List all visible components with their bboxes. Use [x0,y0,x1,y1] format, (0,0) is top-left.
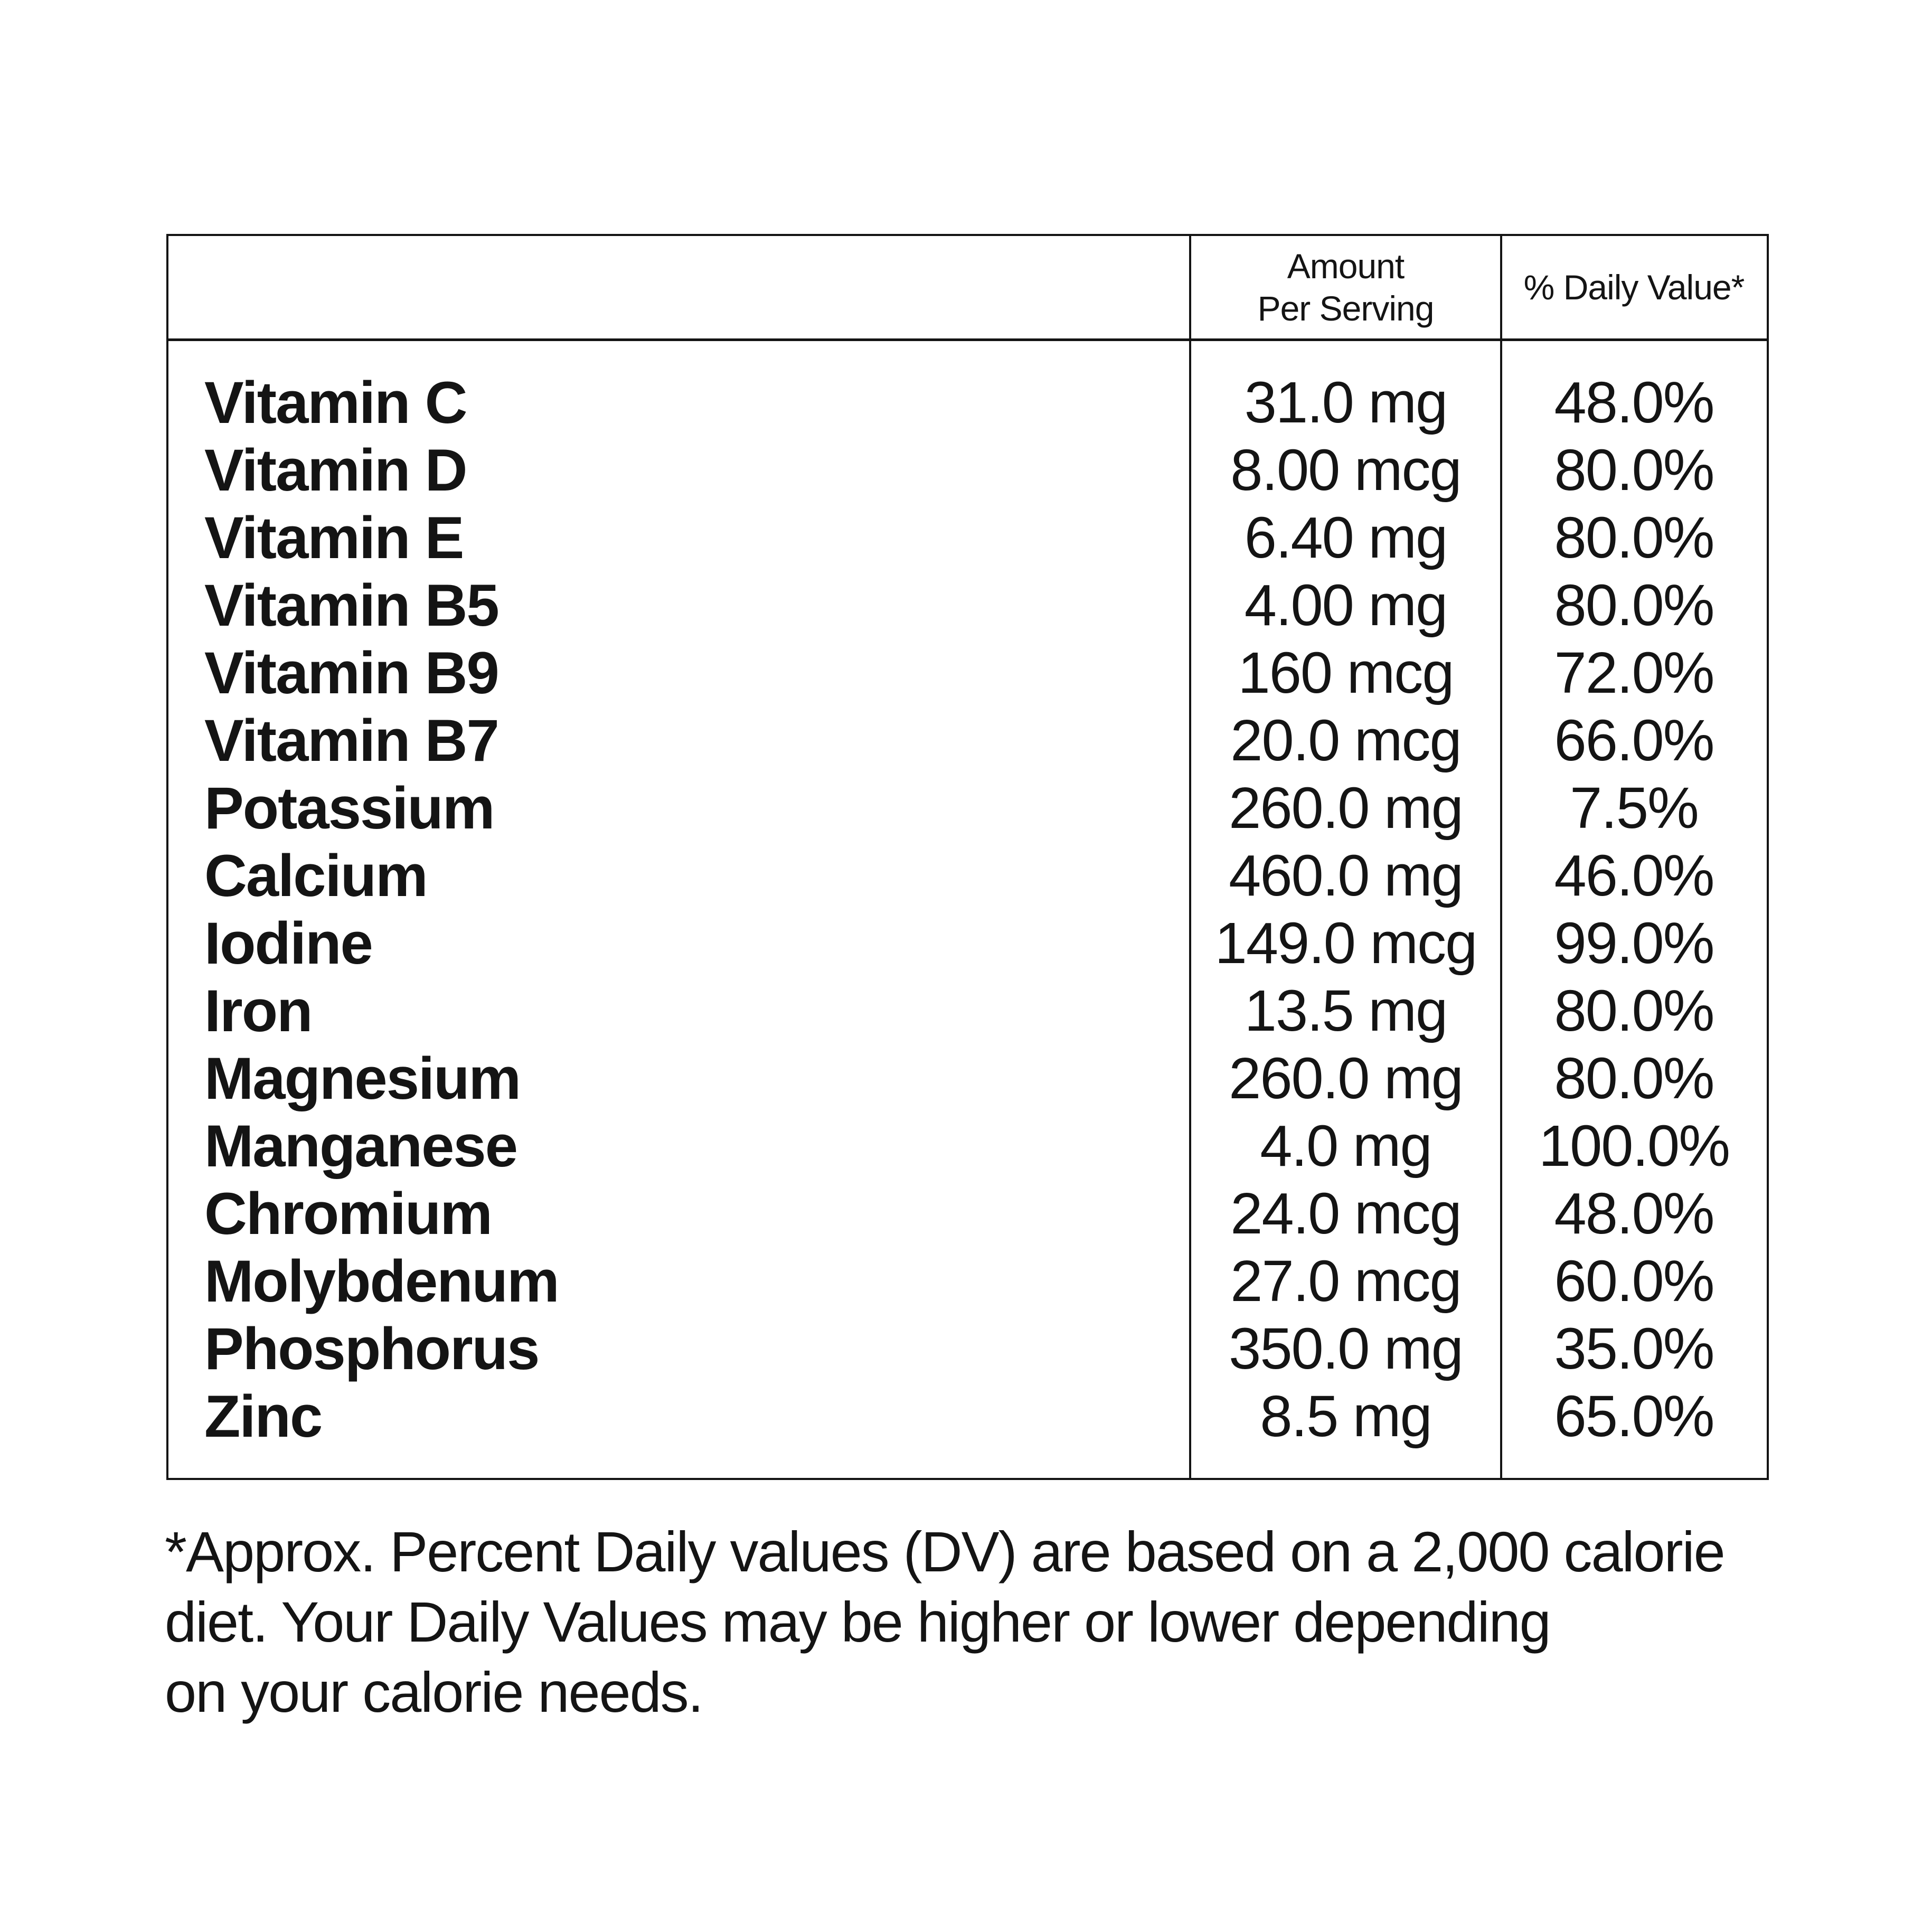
table-row: Iodine 149.0 mcg 99.0% [168,909,1767,977]
amount-value: 160 mcg [1238,640,1455,705]
daily-value: 35.0% [1554,1316,1715,1381]
header-amount-line2: Per Serving [1257,289,1435,328]
daily-value: 65.0% [1554,1383,1715,1449]
table-row: Phosphorus 350.0 mg 35.0% [168,1315,1767,1382]
amount-value: 13.5 mg [1244,978,1448,1043]
amount-value: 350.0 mg [1229,1316,1464,1381]
daily-value: 48.0% [1554,1181,1715,1246]
amount-value: 27.0 mcg [1230,1248,1462,1314]
amount-value: 8.5 mg [1260,1383,1432,1449]
table-row: Vitamin D 8.00 mcg 80.0% [168,436,1767,504]
table-row: Vitamin B5 4.00 mg 80.0% [168,571,1767,639]
nutrient-name: Chromium [204,1180,493,1247]
table-row: Chromium 24.0 mcg 48.0% [168,1180,1767,1247]
nutrient-name: Iodine [204,910,373,976]
nutrient-name: Vitamin E [204,504,464,571]
amount-value: 20.0 mcg [1230,708,1462,773]
table-row: Iron 13.5 mg 80.0% [168,977,1767,1044]
amount-value: 260.0 mg [1229,775,1464,841]
nutrient-name: Vitamin D [204,437,467,503]
daily-value: 80.0% [1554,572,1715,638]
table-row: Calcium 460.0 mg 46.0% [168,842,1767,909]
nutrient-name: Vitamin B5 [204,572,500,638]
table-row: Magnesium 260.0 mg 80.0% [168,1044,1767,1112]
nutrient-name: Vitamin B7 [204,707,500,774]
table-row: Manganese 4.0 mg 100.0% [168,1112,1767,1180]
footnote-line: on your calorie needs. [165,1660,704,1724]
daily-value: 46.0% [1554,843,1715,908]
table-row: Zinc 8.5 mg 65.0% [168,1382,1767,1450]
header-amount-per-serving: Amount Per Serving [1257,245,1435,329]
footnote: *Approx. Percent Daily values (DV) are b… [165,1516,1726,1727]
footnote-line: *Approx. Percent Daily values (DV) are b… [165,1520,1726,1584]
header-amount-cell: Amount Per Serving [1190,236,1501,338]
nutrient-name: Vitamin B9 [204,639,500,706]
table-body: Vitamin C 31.0 mg 48.0% Vitamin D 8.00 m… [168,341,1767,1478]
nutrient-name: Vitamin C [204,369,467,436]
daily-value: 66.0% [1554,708,1715,773]
column-divider [1500,236,1502,1478]
nutrient-name: Magnesium [204,1045,521,1111]
daily-value: 80.0% [1554,505,1715,570]
daily-value: 99.0% [1554,910,1715,976]
nutrient-name: Zinc [204,1383,323,1449]
daily-value: 48.0% [1554,370,1715,435]
amount-value: 31.0 mg [1244,370,1448,435]
table-row: Vitamin C 31.0 mg 48.0% [168,369,1767,436]
table-row: Molybdenum 27.0 mcg 60.0% [168,1247,1767,1315]
daily-value: 80.0% [1554,978,1715,1043]
nutrient-name: Molybdenum [204,1248,560,1314]
amount-value: 24.0 mcg [1230,1181,1462,1246]
nutrient-name: Calcium [204,842,428,909]
nutrition-table: Amount Per Serving % Daily Value* Vitami… [166,234,1769,1480]
nutrient-name: Potassium [204,775,495,841]
nutrient-name: Iron [204,977,313,1044]
amount-value: 6.40 mg [1244,505,1448,570]
daily-value: 100.0% [1538,1113,1730,1179]
amount-value: 149.0 mcg [1214,910,1478,976]
header-daily-value: % Daily Value* [1523,268,1745,307]
amount-value: 4.0 mg [1260,1113,1432,1179]
amount-value: 460.0 mg [1229,843,1464,908]
table-row: Vitamin B9 160 mcg 72.0% [168,639,1767,706]
amount-value: 260.0 mg [1229,1045,1464,1111]
column-divider [1189,236,1191,1478]
amount-value: 8.00 mcg [1230,437,1462,503]
nutrient-name: Manganese [204,1113,518,1179]
daily-value: 80.0% [1554,437,1715,503]
table-header: Amount Per Serving % Daily Value* [168,236,1767,341]
header-amount-line1: Amount [1287,247,1405,286]
nutrient-name: Phosphorus [204,1315,540,1382]
table-row: Potassium 260.0 mg 7.5% [168,774,1767,842]
daily-value: 72.0% [1554,640,1715,705]
daily-value: 80.0% [1554,1045,1715,1111]
header-daily-value-cell: % Daily Value* [1501,236,1767,338]
amount-value: 4.00 mg [1244,572,1448,638]
header-nutrient-cell [168,236,1190,338]
table-row: Vitamin B7 20.0 mcg 66.0% [168,706,1767,774]
footnote-line: diet. Your Daily Values may be higher or… [165,1590,1551,1654]
daily-value: 60.0% [1554,1248,1715,1314]
table-row: Vitamin E 6.40 mg 80.0% [168,504,1767,571]
daily-value: 7.5% [1570,775,1699,841]
